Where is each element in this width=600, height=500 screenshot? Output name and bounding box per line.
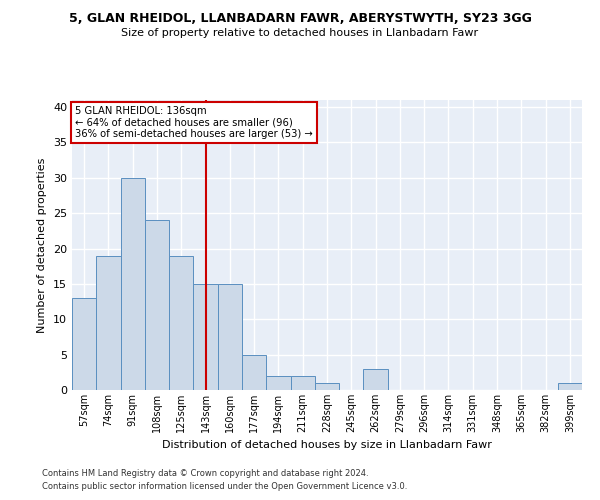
Bar [96, 256, 121, 390]
Y-axis label: Number of detached properties: Number of detached properties [37, 158, 47, 332]
Text: 5 GLAN RHEIDOL: 136sqm
← 64% of detached houses are smaller (96)
36% of semi-det: 5 GLAN RHEIDOL: 136sqm ← 64% of detached… [75, 106, 313, 139]
Text: Contains HM Land Registry data © Crown copyright and database right 2024.: Contains HM Land Registry data © Crown c… [42, 468, 368, 477]
Bar [145, 220, 169, 390]
Bar [266, 376, 290, 390]
Bar [218, 284, 242, 390]
Bar [315, 383, 339, 390]
Bar [121, 178, 145, 390]
Bar [169, 256, 193, 390]
Bar [364, 369, 388, 390]
Bar [290, 376, 315, 390]
Text: 5, GLAN RHEIDOL, LLANBADARN FAWR, ABERYSTWYTH, SY23 3GG: 5, GLAN RHEIDOL, LLANBADARN FAWR, ABERYS… [68, 12, 532, 26]
Text: Size of property relative to detached houses in Llanbadarn Fawr: Size of property relative to detached ho… [121, 28, 479, 38]
Bar [242, 354, 266, 390]
Text: Contains public sector information licensed under the Open Government Licence v3: Contains public sector information licen… [42, 482, 407, 491]
Bar [558, 383, 582, 390]
Bar [72, 298, 96, 390]
Bar [193, 284, 218, 390]
X-axis label: Distribution of detached houses by size in Llanbadarn Fawr: Distribution of detached houses by size … [162, 440, 492, 450]
